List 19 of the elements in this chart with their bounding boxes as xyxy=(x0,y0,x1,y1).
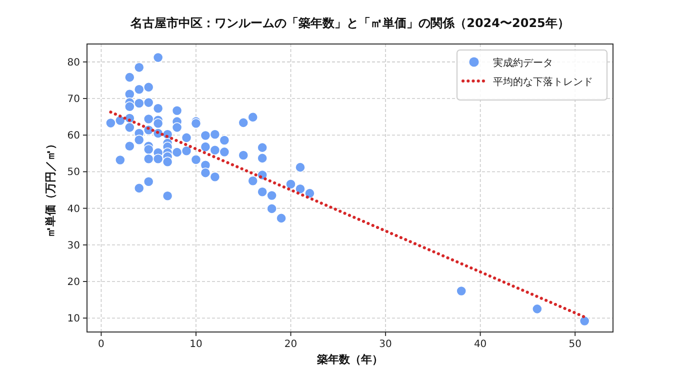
x-tick-label: 40 xyxy=(474,339,487,350)
y-tick-label: 50 xyxy=(67,167,80,178)
x-tick-label: 50 xyxy=(568,339,582,350)
y-tick-label: 40 xyxy=(67,204,80,215)
y-axis-title: ㎡単価（万円／㎡） xyxy=(44,138,57,238)
y-tick-label: 10 xyxy=(67,314,80,325)
y-tick-label: 30 xyxy=(67,240,80,252)
x-tick-label: 20 xyxy=(284,339,298,350)
y-tick-label: 20 xyxy=(67,277,80,288)
y-tick-label: 80 xyxy=(67,57,80,68)
x-tick-label: 30 xyxy=(379,339,392,350)
y-tick-label: 60 xyxy=(67,130,80,142)
chart-title: 名古屋市中区：ワンルームの「築年数」と「㎡単価」の関係（2024〜2025年） xyxy=(130,16,570,30)
x-axis-title: 築年数（年） xyxy=(316,353,383,366)
x-tick-label: 0 xyxy=(98,339,104,350)
x-tick-label: 10 xyxy=(190,339,202,350)
y-tick-label: 70 xyxy=(67,94,80,106)
legend-label: 平均的な下落トレンド xyxy=(493,76,593,88)
legend-label: 実成約データ xyxy=(493,57,553,69)
